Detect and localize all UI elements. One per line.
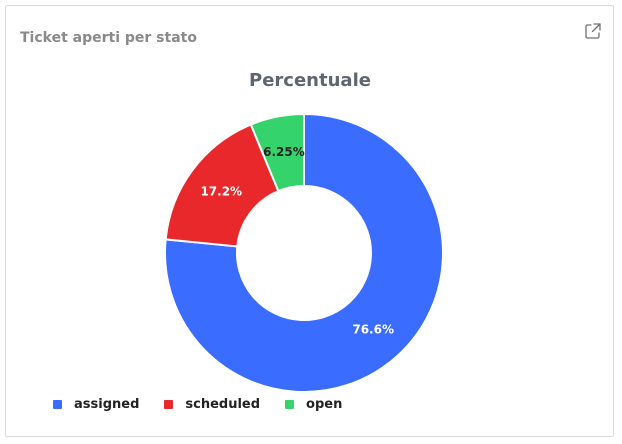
legend-item-open[interactable]: open — [280, 397, 342, 412]
chart-title: Percentuale — [249, 70, 371, 91]
legend-label-scheduled: scheduled — [185, 397, 261, 412]
legend-swatch-open — [285, 400, 295, 409]
donut-slices — [164, 112, 444, 393]
chart-legend: assigned scheduled open — [48, 397, 362, 412]
legend-swatch-assigned — [53, 400, 62, 409]
slice-label-scheduled: 17.2% — [200, 185, 242, 199]
card-title: Ticket aperti per stato — [20, 30, 197, 46]
slice-scheduled[interactable] — [164, 123, 280, 248]
slice-label-open: 6.25% — [263, 145, 305, 159]
legend-item-assigned[interactable]: assigned — [48, 397, 139, 412]
slice-open[interactable] — [249, 112, 305, 193]
donut-slice-labels: 76.6% 17.2% 6.25% — [200, 145, 394, 336]
external-link-icon[interactable] — [584, 22, 602, 40]
legend-label-assigned: assigned — [74, 397, 140, 412]
slice-assigned[interactable] — [164, 112, 444, 393]
legend-label-open: open — [306, 397, 343, 412]
slice-label-assigned: 76.6% — [352, 322, 394, 336]
legend-item-scheduled[interactable]: scheduled — [159, 397, 260, 412]
legend-swatch-scheduled — [164, 400, 174, 409]
